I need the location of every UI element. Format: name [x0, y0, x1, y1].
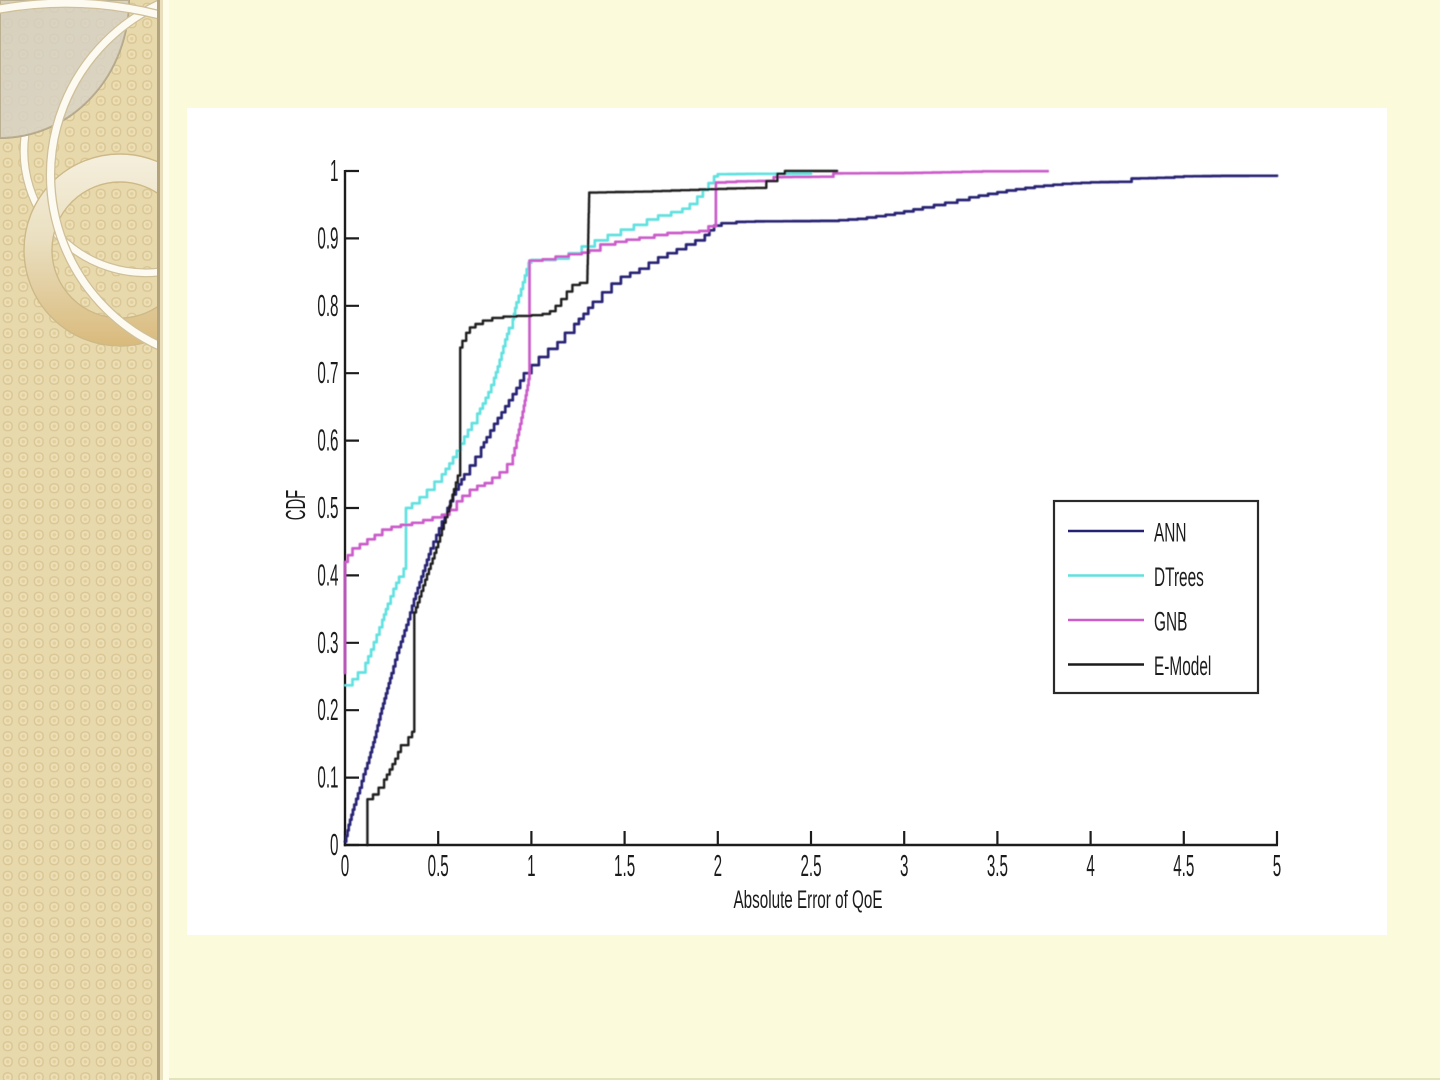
- svg-text:DTrees: DTrees: [1154, 561, 1204, 592]
- svg-text:3.5: 3.5: [987, 849, 1008, 883]
- svg-text:0.3: 0.3: [317, 626, 338, 660]
- svg-text:0: 0: [330, 828, 338, 862]
- svg-text:1.5: 1.5: [614, 849, 635, 883]
- svg-text:0.7: 0.7: [317, 357, 338, 391]
- svg-text:4: 4: [1086, 849, 1094, 883]
- svg-text:3: 3: [900, 849, 908, 883]
- svg-text:0: 0: [341, 849, 349, 883]
- svg-text:0.2: 0.2: [317, 694, 338, 728]
- svg-text:0.1: 0.1: [317, 761, 338, 795]
- svg-text:2.5: 2.5: [800, 849, 821, 883]
- svg-text:4.5: 4.5: [1173, 849, 1194, 883]
- svg-text:5: 5: [1273, 849, 1281, 883]
- svg-text:0.4: 0.4: [317, 559, 338, 593]
- svg-text:1: 1: [330, 154, 338, 188]
- svg-text:0.5: 0.5: [317, 491, 338, 525]
- svg-text:0.5: 0.5: [428, 849, 449, 883]
- svg-text:0.8: 0.8: [317, 289, 338, 323]
- svg-text:ANN: ANN: [1154, 517, 1186, 548]
- svg-text:GNB: GNB: [1154, 606, 1187, 637]
- svg-text:CDF: CDF: [280, 490, 311, 520]
- svg-text:2: 2: [714, 849, 722, 883]
- svg-text:E-Model: E-Model: [1154, 650, 1211, 681]
- svg-text:Absolute Error of QoE: Absolute Error of QoE: [733, 886, 882, 914]
- svg-text:0.6: 0.6: [317, 424, 338, 458]
- svg-text:1: 1: [527, 849, 535, 883]
- svg-text:0.9: 0.9: [317, 222, 338, 256]
